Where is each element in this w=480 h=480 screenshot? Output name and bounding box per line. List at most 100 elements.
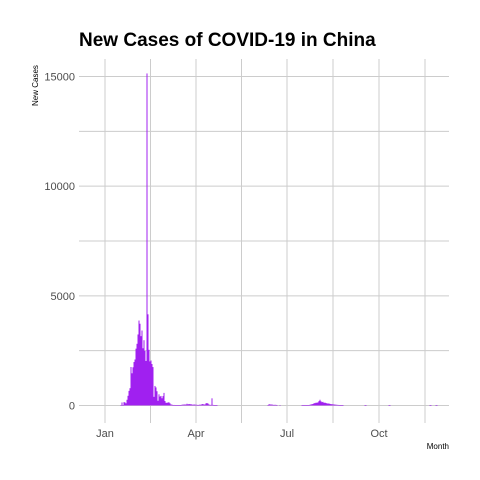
bar <box>163 392 165 406</box>
bar <box>155 387 157 406</box>
bar <box>314 403 316 406</box>
bar <box>138 320 140 406</box>
bar <box>145 360 147 406</box>
y-tick-label: 15000 <box>44 72 75 84</box>
chart-title: New Cases of COVID-19 in China <box>79 30 376 51</box>
bar <box>147 314 149 406</box>
bar <box>196 404 198 406</box>
bar <box>270 404 272 406</box>
bar <box>157 400 159 406</box>
bar <box>329 403 331 406</box>
bar <box>365 405 367 406</box>
bar <box>189 404 191 406</box>
bar <box>169 403 171 406</box>
bar <box>429 405 431 406</box>
bar <box>206 403 208 406</box>
bar <box>193 404 195 406</box>
bar <box>183 404 185 406</box>
bar <box>181 404 183 406</box>
bar <box>306 405 308 406</box>
bar <box>326 403 328 406</box>
bar <box>162 396 164 406</box>
bar <box>175 405 177 406</box>
bar <box>125 403 127 406</box>
bar <box>172 405 174 406</box>
bar <box>213 405 215 406</box>
bar <box>322 401 324 406</box>
bar <box>184 404 186 406</box>
bar <box>140 336 142 406</box>
bar <box>130 367 132 406</box>
bar <box>200 404 202 406</box>
bar <box>339 405 341 406</box>
bar <box>311 404 313 406</box>
bar <box>159 396 161 406</box>
bar <box>301 405 303 406</box>
bar <box>216 405 218 406</box>
bar <box>126 399 128 406</box>
bar <box>309 404 311 406</box>
bar <box>144 350 146 406</box>
bar <box>199 404 201 406</box>
bar <box>178 405 180 406</box>
bar <box>210 404 212 406</box>
bar <box>150 360 152 406</box>
bar <box>129 388 131 406</box>
bar <box>328 403 330 406</box>
bar <box>214 405 216 406</box>
bar <box>124 402 126 406</box>
bar <box>317 402 319 406</box>
bar <box>340 405 342 406</box>
bar <box>151 364 153 406</box>
bar <box>304 404 306 406</box>
bar <box>303 405 305 406</box>
bar <box>274 404 276 406</box>
bar <box>198 404 200 406</box>
bar <box>272 404 274 406</box>
bar <box>330 404 332 406</box>
bar <box>160 395 162 406</box>
bar <box>153 396 155 406</box>
bar <box>173 404 175 406</box>
bar <box>275 404 277 406</box>
bar <box>195 404 197 406</box>
bar <box>120 405 122 406</box>
bar <box>211 398 213 406</box>
bar <box>141 330 143 406</box>
bar <box>203 404 205 406</box>
y-tick-label: 5000 <box>51 291 75 303</box>
bar <box>148 349 150 406</box>
bar <box>267 405 269 406</box>
bar <box>166 402 168 406</box>
bar <box>268 404 270 406</box>
bar <box>334 404 336 406</box>
bar <box>316 402 318 406</box>
bar <box>319 399 321 406</box>
bar <box>143 340 145 406</box>
x-tick-label: Apr <box>187 428 204 440</box>
bar <box>204 404 206 406</box>
bar <box>133 362 135 406</box>
bar <box>190 404 192 406</box>
bar <box>323 402 325 406</box>
bar <box>174 405 176 406</box>
bar <box>164 401 166 406</box>
bar <box>335 404 337 406</box>
bar <box>156 391 158 406</box>
bar <box>188 403 190 406</box>
bar <box>186 403 188 406</box>
bar <box>313 403 315 406</box>
bar <box>436 405 438 406</box>
bar <box>170 404 172 406</box>
tick-labels: 0 5000 10000 15000 Jan Apr Jul Oct <box>44 72 387 440</box>
bar <box>123 402 125 406</box>
bar <box>320 401 322 406</box>
bar <box>185 404 187 406</box>
bar <box>127 395 129 406</box>
y-tick-label: 0 <box>69 400 75 412</box>
bar <box>318 401 320 406</box>
bar <box>307 404 309 406</box>
bar <box>331 404 333 406</box>
bar <box>187 404 189 406</box>
